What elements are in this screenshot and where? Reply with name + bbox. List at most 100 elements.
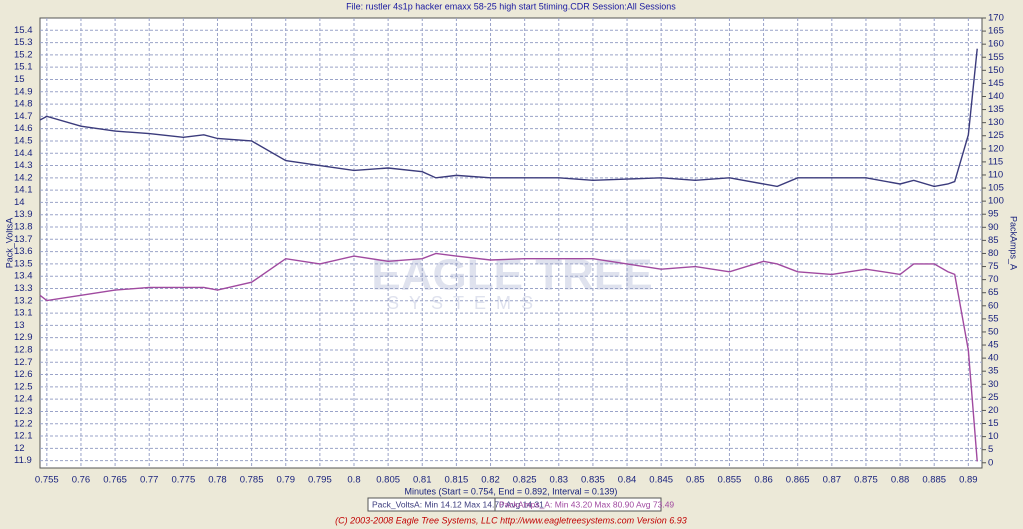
y-tick-label: 12.7 [14, 357, 33, 368]
y2-tick-label: 10 [988, 431, 999, 442]
footer: (C) 2003-2008 Eagle Tree Systems, LLC ht… [335, 515, 687, 525]
y-tick-label: 12.3 [14, 406, 33, 417]
x-tick-label: 0.83 [550, 475, 569, 486]
y2-tick-label: 90 [988, 222, 999, 233]
y-tick-label: 15.3 [14, 37, 33, 48]
y-tick-label: 15 [14, 74, 25, 85]
x-tick-label: 0.825 [513, 475, 537, 486]
y2-tick-label: 35 [988, 366, 999, 377]
x-tick-label: 0.8 [347, 475, 360, 486]
y2-tick-label: 65 [988, 287, 999, 298]
y-tick-label: 14.7 [14, 111, 33, 122]
y2-tick-label: 75 [988, 261, 999, 272]
x-tick-label: 0.79 [276, 475, 295, 486]
y-tick-label: 12.6 [14, 369, 33, 380]
y-tick-label: 12.8 [14, 344, 33, 355]
y2-tick-label: 80 [988, 248, 999, 259]
x-tick-label: 0.87 [823, 475, 842, 486]
y-tick-label: 15.2 [14, 49, 33, 60]
x-tick-label: 0.755 [35, 475, 59, 486]
y2-tick-label: 50 [988, 326, 999, 337]
y2-tick-label: 0 [988, 457, 993, 468]
y-tick-label: 13.9 [14, 209, 33, 220]
y2-tick-label: 165 [988, 26, 1004, 37]
y-tick-label: 13 [14, 320, 25, 331]
y2-tick-label: 170 [988, 13, 1004, 24]
y2-tick-label: 130 [988, 117, 1004, 128]
x-tick-label: 0.865 [786, 475, 810, 486]
y2-tick-label: 95 [988, 209, 999, 220]
x-tick-label: 0.82 [481, 475, 500, 486]
legend-entry: PackAmps_A: Min 43.20 Max 80.90 Avg 73.4… [499, 499, 674, 509]
y-tick-label: 13.6 [14, 246, 33, 257]
x-tick-label: 0.885 [922, 475, 946, 486]
y-tick-label: 14.6 [14, 123, 33, 134]
y2-tick-label: 30 [988, 379, 999, 390]
y2-tick-label: 5 [988, 444, 993, 455]
y2-tick-label: 135 [988, 104, 1004, 115]
x-tick-label: 0.875 [854, 475, 878, 486]
y-tick-label: 14.3 [14, 160, 33, 171]
y-tick-label: 14.5 [14, 135, 33, 146]
x-axis-label: Minutes (Start = 0.754, End = 0.892, Int… [405, 486, 618, 496]
plot-area [39, 17, 983, 469]
x-tick-label: 0.85 [686, 475, 705, 486]
y-tick-label: 14.1 [14, 185, 33, 196]
y2-tick-label: 140 [988, 91, 1004, 102]
y2-tick-label: 25 [988, 392, 999, 403]
y2-tick-label: 110 [988, 169, 1003, 180]
y-tick-label: 14.8 [14, 99, 33, 110]
y-tick-label: 12.1 [14, 431, 33, 442]
legend-entry: Pack_VoltsA: Min 14.12 Max 14.70 Avg 14.… [372, 499, 544, 509]
x-tick-label: 0.805 [376, 475, 400, 486]
x-tick-label: 0.89 [959, 475, 978, 486]
y-tick-label: 15.1 [14, 62, 33, 73]
x-tick-label: 0.78 [208, 475, 227, 486]
y-tick-label: 12 [14, 443, 25, 454]
x-tick-label: 0.835 [581, 475, 605, 486]
y2-tick-label: 85 [988, 235, 999, 246]
y2-tick-label: 60 [988, 300, 999, 311]
data-line [39, 252, 978, 462]
x-tick-label: 0.76 [72, 475, 91, 486]
y2-tick-label: 160 [988, 39, 1004, 50]
y2-tick-label: 150 [988, 65, 1004, 76]
legend-box [494, 497, 662, 512]
y-tick-label: 14.2 [14, 172, 33, 183]
y-tick-label: 13.4 [14, 271, 33, 282]
y-tick-label: 12.9 [14, 332, 33, 343]
x-tick-label: 0.86 [754, 475, 773, 486]
y-tick-label: 13.2 [14, 295, 33, 306]
x-tick-label: 0.77 [140, 475, 159, 486]
y2-tick-label: 55 [988, 313, 999, 324]
y-tick-label: 14 [14, 197, 25, 208]
data-line [39, 48, 978, 188]
y-tick-label: 11.9 [14, 455, 32, 466]
y2-tick-label: 155 [988, 52, 1004, 63]
x-tick-label: 0.795 [308, 475, 332, 486]
y-tick-label: 14.4 [14, 148, 33, 159]
y-tick-label: 15.4 [14, 25, 33, 36]
chart-title: File: rustler 4s1p hacker emaxx 58-25 hi… [346, 1, 676, 11]
y2-tick-label: 45 [988, 340, 999, 351]
x-tick-label: 0.785 [240, 475, 264, 486]
y-tick-label: 14.9 [14, 86, 33, 97]
x-tick-label: 0.765 [103, 475, 127, 486]
y2-tick-label: 115 [988, 156, 1003, 167]
x-tick-label: 0.815 [445, 475, 469, 486]
x-tick-label: 0.81 [413, 475, 432, 486]
y2-tick-label: 40 [988, 353, 999, 364]
y-tick-label: 12.4 [14, 394, 33, 405]
x-tick-label: 0.855 [718, 475, 742, 486]
y2-tick-label: 105 [988, 183, 1004, 194]
y-tick-label: 13.1 [14, 308, 33, 319]
y2-tick-label: 125 [988, 130, 1004, 141]
y2-tick-label: 70 [988, 274, 999, 285]
y2-tick-label: 145 [988, 78, 1004, 89]
y2-tick-label: 120 [988, 143, 1004, 154]
x-tick-label: 0.775 [171, 475, 195, 486]
y2-tick-label: 100 [988, 196, 1004, 207]
y-tick-label: 13.5 [14, 258, 33, 269]
watermark: SYSTEMS [387, 293, 543, 313]
y2-tick-label: 15 [988, 418, 999, 429]
